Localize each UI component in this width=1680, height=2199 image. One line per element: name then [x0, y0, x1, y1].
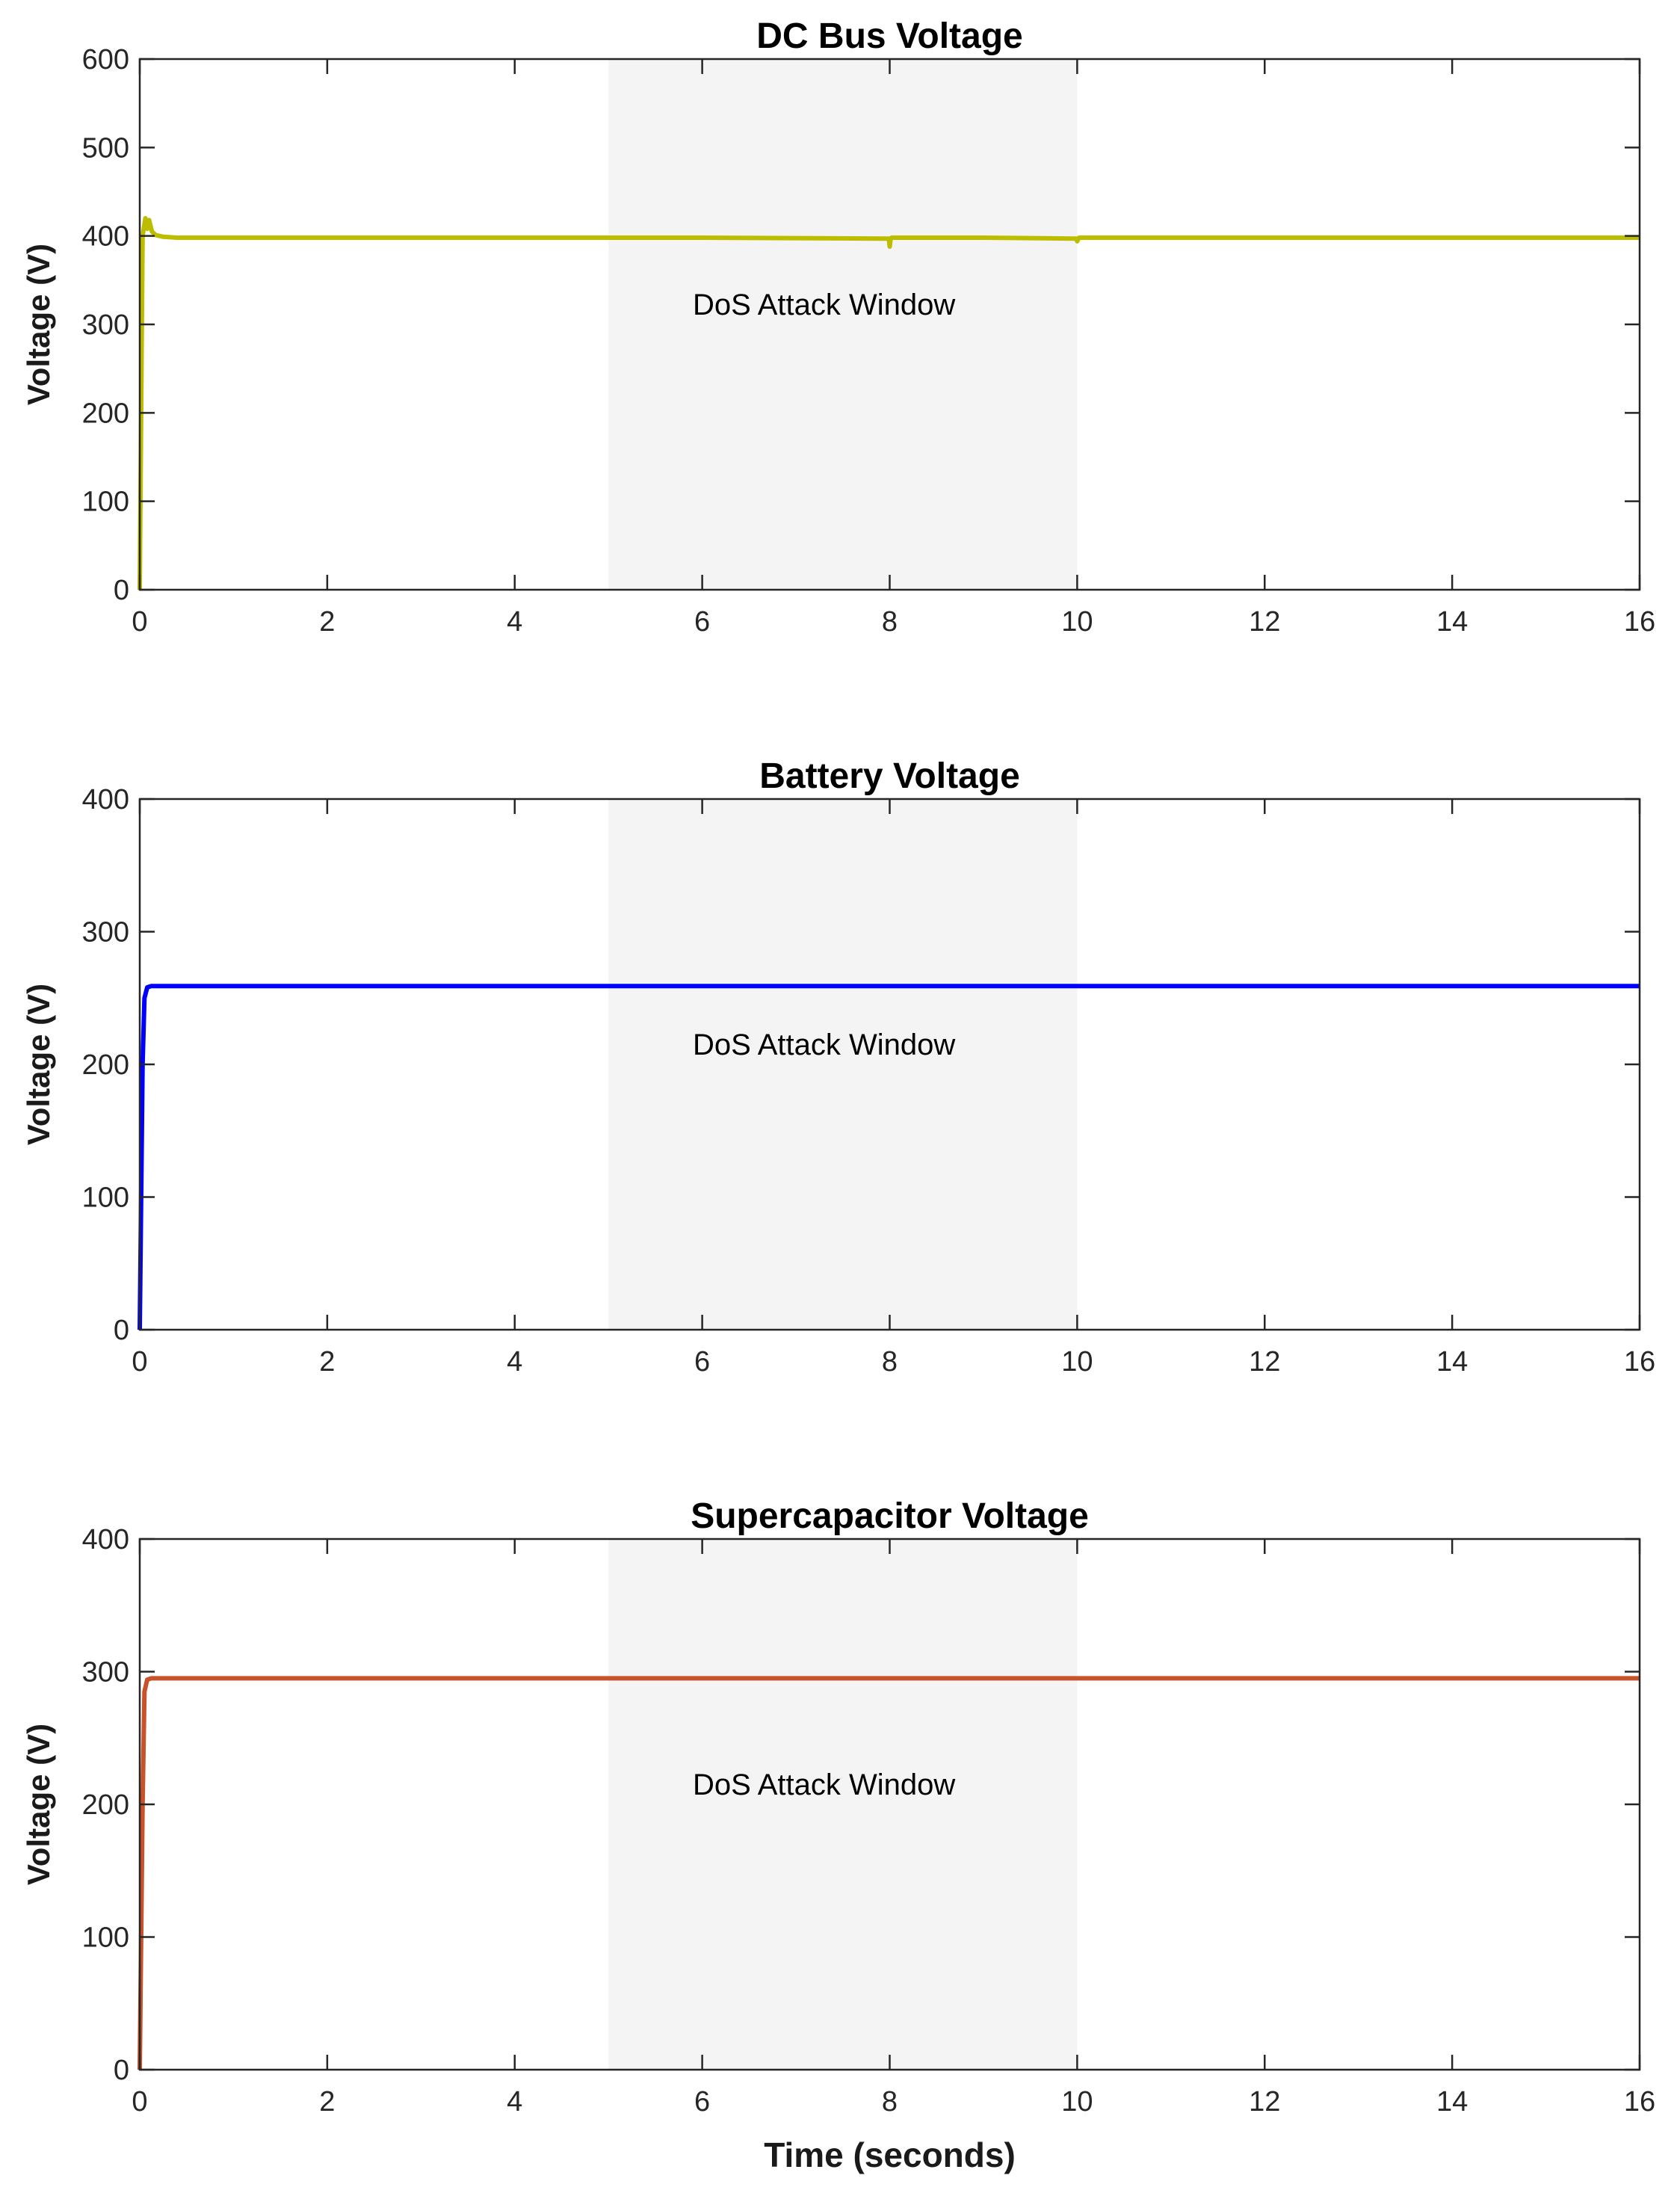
- x-tick-label: 4: [507, 606, 522, 638]
- x-tick-label: 12: [1249, 606, 1280, 638]
- y-tick-label: 100: [82, 487, 129, 518]
- chart-title: Battery Voltage: [759, 756, 1020, 796]
- battery-voltage-panel: DoS Attack Window 0 2 4 6 8 10 12 14 16 0 100 200 30…: [21, 756, 1655, 1378]
- x-tick-label: 14: [1436, 1346, 1468, 1378]
- y-tick-label: 400: [82, 784, 129, 815]
- x-tick-label: 0: [132, 606, 147, 638]
- x-tick-label: 8: [882, 606, 898, 638]
- x-tick-label: 8: [882, 2086, 898, 2118]
- x-tick-label: 10: [1061, 2086, 1093, 2118]
- dos-attack-label: DoS Attack Window: [693, 1768, 955, 1801]
- y-tick-label: 100: [82, 1922, 129, 1954]
- y-tick-label: 200: [82, 1049, 129, 1081]
- y-tick-label: 200: [82, 398, 129, 429]
- x-tick-label: 14: [1436, 606, 1468, 638]
- y-axis-label: Voltage (V): [21, 244, 56, 405]
- ticks-layer: 0 2 4 6 8 10 12 14 16 0 100 200 300 400: [82, 1524, 1656, 2118]
- y-tick-label: 0: [114, 1315, 129, 1346]
- series-layer: [138, 1676, 1640, 2070]
- chart-title: Supercapacitor Voltage: [691, 1496, 1089, 1536]
- x-tick-label: 10: [1061, 606, 1093, 638]
- dos-attack-shade: [608, 1539, 1078, 2070]
- x-tick-label: 4: [507, 2086, 522, 2118]
- dos-attack-label: DoS Attack Window: [693, 1028, 955, 1061]
- series-layer: [138, 984, 1640, 1330]
- series-layer: [138, 216, 1640, 590]
- y-axis-label: Voltage (V): [21, 984, 56, 1145]
- ticks-layer: 0 2 4 6 8 10 12 14 16 0 100 200 300 400: [82, 784, 1656, 1378]
- x-tick-label: 2: [319, 606, 335, 638]
- x-tick-label: 6: [694, 2086, 710, 2118]
- y-axis-label: Voltage (V): [21, 1724, 56, 1885]
- x-tick-label: 2: [319, 2086, 335, 2118]
- x-axis-label: Time (seconds): [764, 2135, 1016, 2174]
- y-tick-label: 400: [82, 221, 129, 253]
- x-tick-label: 14: [1436, 2086, 1468, 2118]
- y-tick-label: 300: [82, 309, 129, 341]
- y-tick-label: 300: [82, 917, 129, 949]
- x-tick-label: 16: [1624, 2086, 1655, 2118]
- x-tick-label: 16: [1624, 606, 1655, 638]
- x-tick-label: 8: [882, 1346, 898, 1378]
- supercapacitor-voltage-panel: DoS Attack Window 0 2 4 6 8 10 12 14 16 0 100 200 30…: [21, 1496, 1655, 2174]
- x-tick-label: 4: [507, 1346, 522, 1378]
- x-tick-label: 10: [1061, 1346, 1093, 1378]
- x-tick-label: 6: [694, 606, 710, 638]
- dc-bus-voltage-panel: DoS Attack Window 0 2 4 6 8 10 12 14 16 0 100 200 30…: [21, 16, 1655, 638]
- series-line-0: [138, 984, 1640, 1330]
- x-tick-label: 0: [132, 1346, 147, 1378]
- x-tick-label: 2: [319, 1346, 335, 1378]
- dos-attack-shade: [608, 799, 1078, 1330]
- series-line-0: [138, 216, 1640, 590]
- ticks-layer: 0 2 4 6 8 10 12 14 16 0 100 200 300 400 500 600: [82, 44, 1656, 638]
- x-tick-label: 6: [694, 1346, 710, 1378]
- x-tick-label: 12: [1249, 2086, 1280, 2118]
- y-tick-label: 200: [82, 1789, 129, 1821]
- x-tick-label: 0: [132, 2086, 147, 2118]
- y-tick-label: 600: [82, 44, 129, 75]
- chart-title: DC Bus Voltage: [756, 16, 1022, 56]
- y-tick-label: 100: [82, 1182, 129, 1214]
- y-tick-label: 0: [114, 575, 129, 606]
- y-tick-label: 0: [114, 2055, 129, 2086]
- dos-attack-shade: [608, 59, 1078, 590]
- y-tick-label: 300: [82, 1657, 129, 1688]
- y-tick-label: 500: [82, 132, 129, 164]
- y-tick-label: 400: [82, 1524, 129, 1555]
- dos-attack-label: DoS Attack Window: [693, 289, 955, 321]
- x-tick-label: 12: [1249, 1346, 1280, 1378]
- x-tick-label: 16: [1624, 1346, 1655, 1378]
- series-line-0: [138, 1676, 1640, 2070]
